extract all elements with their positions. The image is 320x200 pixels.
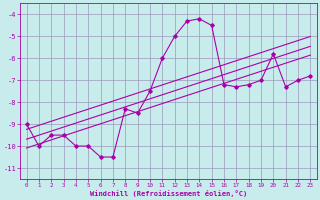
X-axis label: Windchill (Refroidissement éolien,°C): Windchill (Refroidissement éolien,°C) — [90, 190, 247, 197]
